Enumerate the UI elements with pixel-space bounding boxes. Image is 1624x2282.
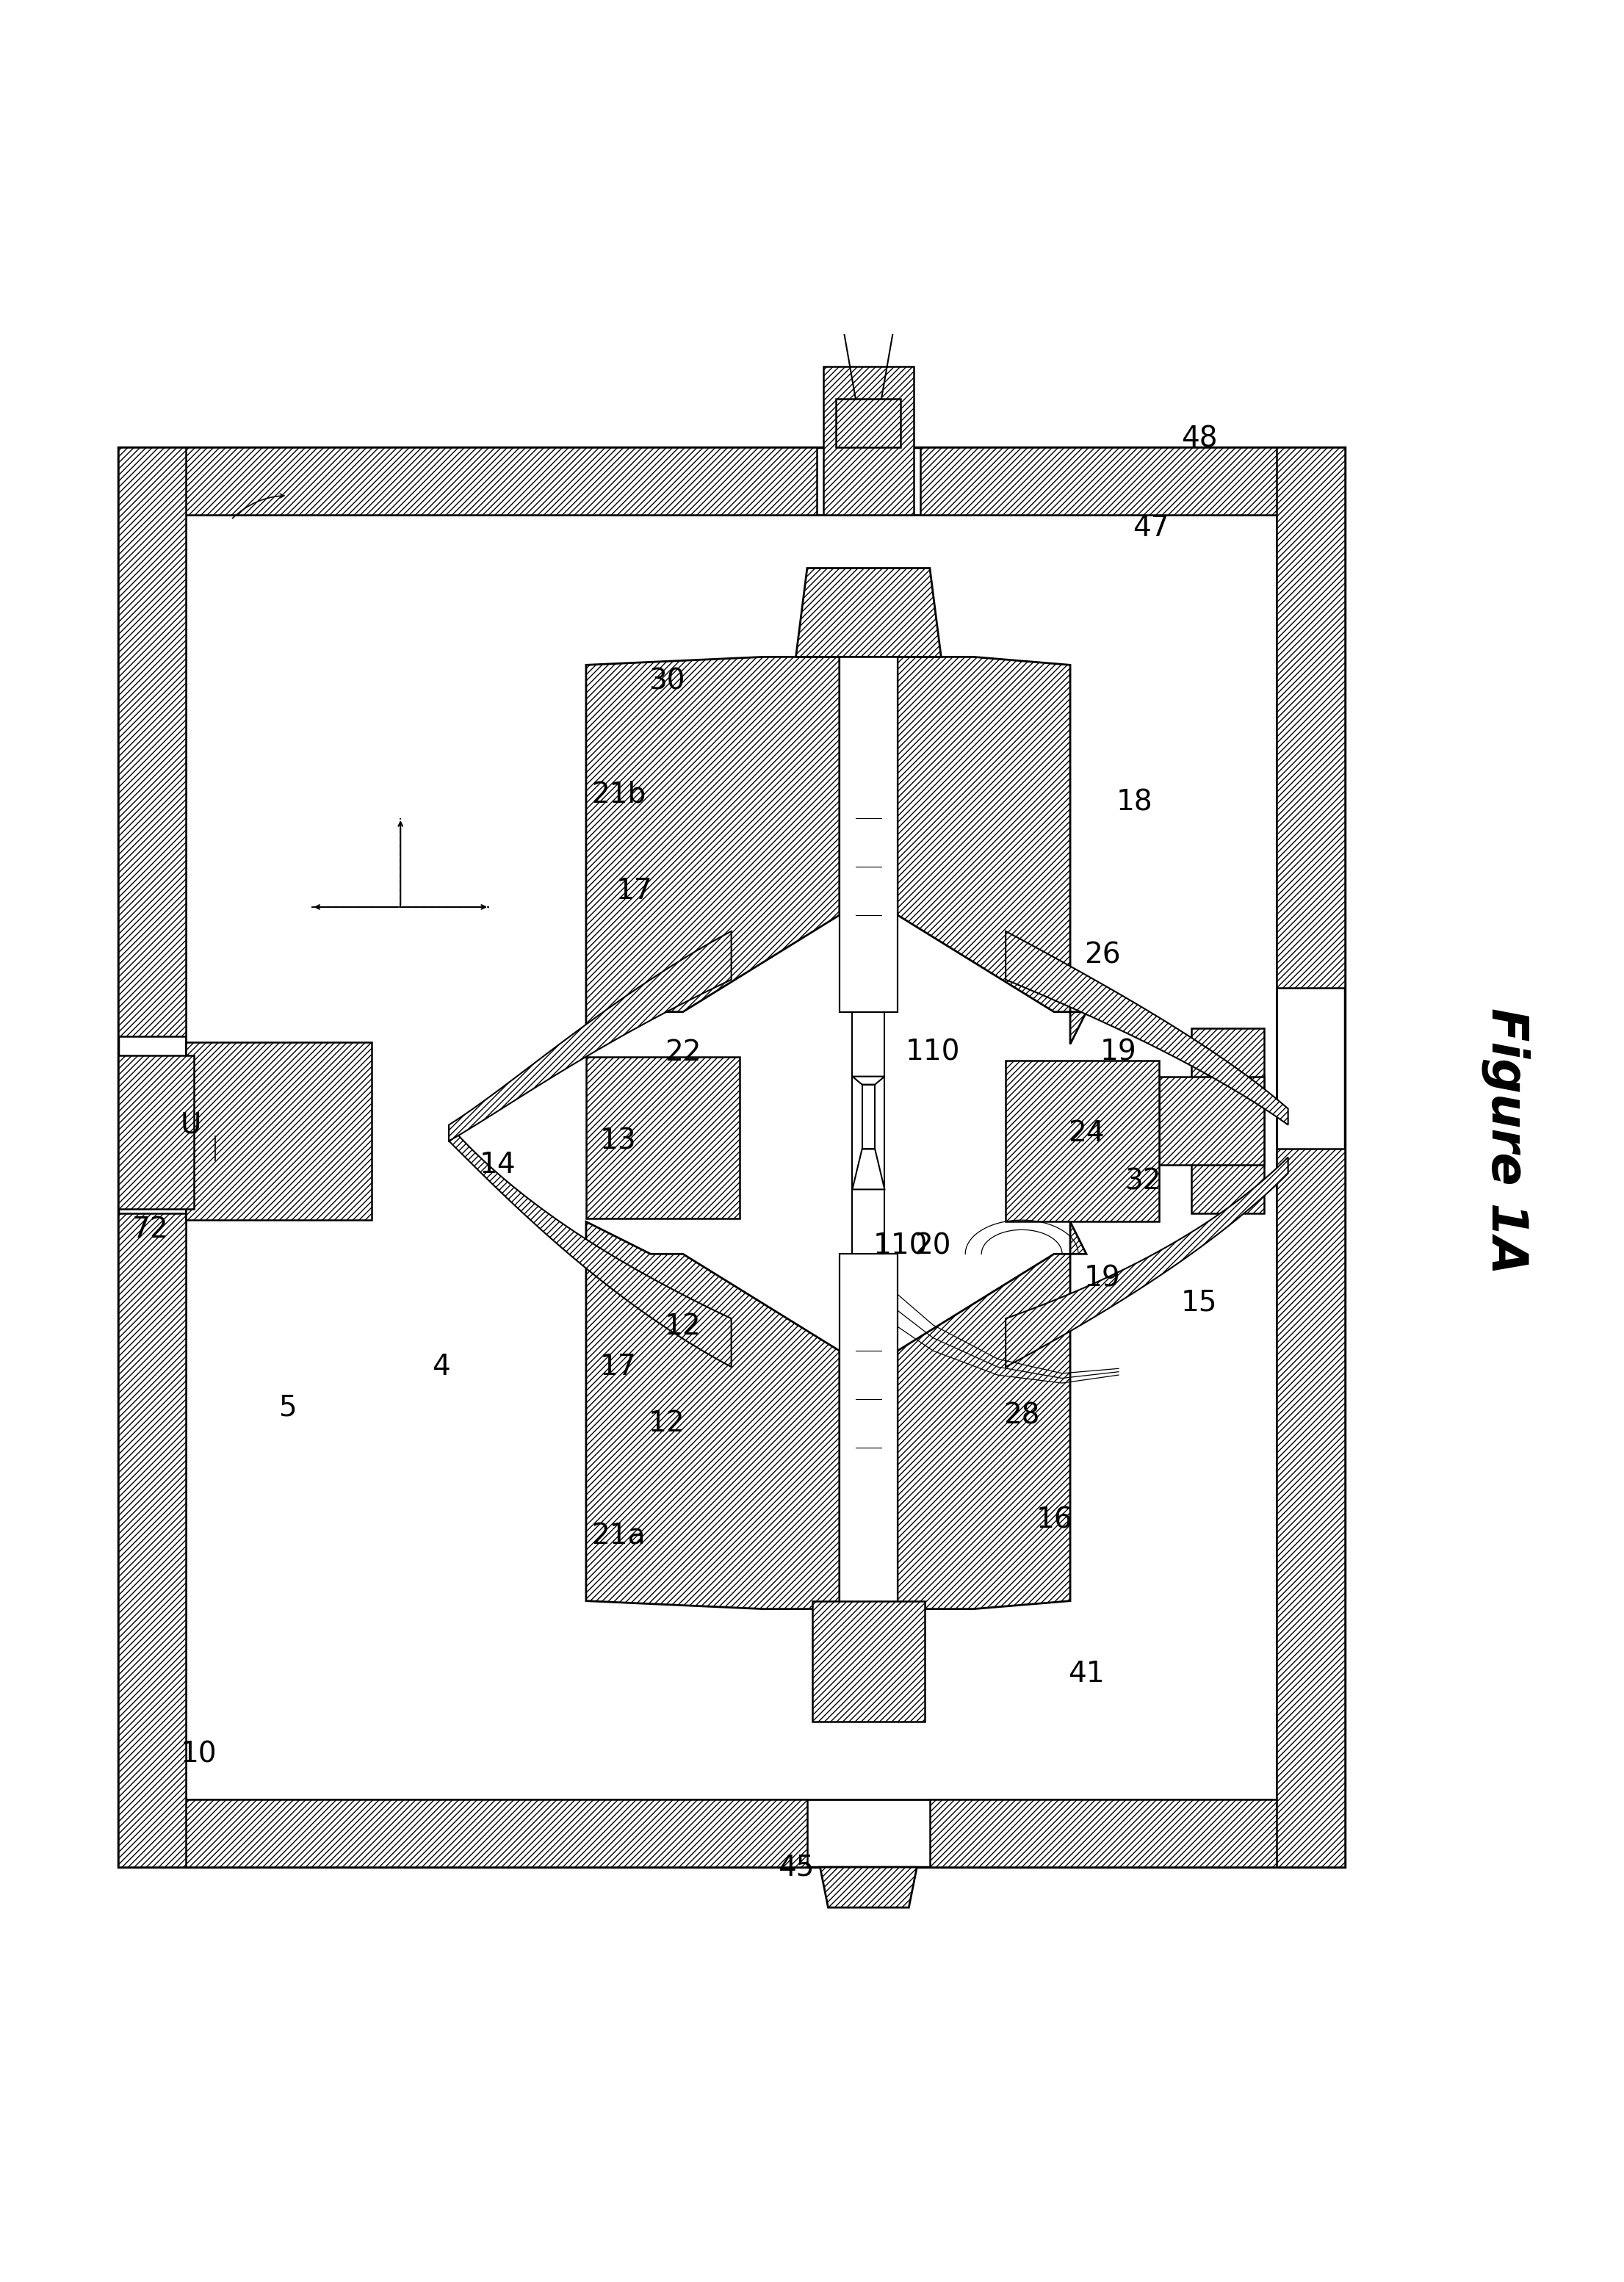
Text: 12: 12 — [648, 1410, 685, 1438]
Text: 41: 41 — [1069, 1659, 1104, 1686]
Polygon shape — [1276, 447, 1345, 988]
Text: 110: 110 — [874, 1232, 929, 1260]
Polygon shape — [812, 1602, 926, 1723]
Text: 19: 19 — [1101, 1038, 1137, 1066]
Polygon shape — [862, 1084, 875, 1150]
Polygon shape — [820, 1867, 918, 1908]
Text: 21b: 21b — [591, 780, 646, 808]
Text: 24: 24 — [1069, 1118, 1104, 1148]
Polygon shape — [898, 657, 1086, 1045]
Text: 17: 17 — [615, 876, 653, 906]
Polygon shape — [836, 399, 901, 447]
Polygon shape — [586, 1057, 739, 1219]
Polygon shape — [1192, 1027, 1263, 1214]
Text: 5: 5 — [278, 1394, 297, 1422]
Polygon shape — [921, 447, 1345, 516]
Text: U: U — [180, 1111, 201, 1139]
Text: 13: 13 — [601, 1127, 637, 1155]
Polygon shape — [840, 1255, 898, 1609]
Polygon shape — [1005, 1061, 1160, 1221]
Polygon shape — [119, 1214, 185, 1867]
Text: 47: 47 — [1132, 513, 1169, 541]
Polygon shape — [119, 447, 185, 1036]
Polygon shape — [1005, 1157, 1288, 1367]
Text: 45: 45 — [778, 1853, 814, 1880]
Text: 4: 4 — [432, 1353, 450, 1381]
Text: 32: 32 — [1125, 1168, 1161, 1196]
Polygon shape — [119, 447, 817, 516]
Text: 72: 72 — [132, 1216, 169, 1244]
Text: 26: 26 — [1085, 942, 1121, 970]
Text: 12: 12 — [664, 1312, 702, 1340]
Polygon shape — [586, 1221, 840, 1609]
Polygon shape — [1276, 1150, 1345, 1867]
Polygon shape — [898, 1221, 1086, 1609]
Polygon shape — [931, 1800, 1345, 1867]
Polygon shape — [853, 1150, 885, 1189]
Text: 14: 14 — [479, 1150, 515, 1180]
Text: 48: 48 — [1181, 424, 1218, 454]
Polygon shape — [796, 568, 940, 657]
Text: 18: 18 — [1117, 787, 1153, 817]
Text: 22: 22 — [664, 1038, 702, 1066]
Text: 110: 110 — [906, 1038, 960, 1066]
Polygon shape — [185, 1043, 372, 1221]
Text: 19: 19 — [1085, 1264, 1121, 1292]
Polygon shape — [840, 657, 898, 1011]
Polygon shape — [853, 1077, 885, 1084]
Polygon shape — [853, 1011, 885, 1255]
Polygon shape — [823, 367, 914, 516]
Polygon shape — [1005, 931, 1288, 1125]
Polygon shape — [119, 1800, 807, 1867]
Text: 20: 20 — [914, 1232, 952, 1260]
Text: Figure 1A: Figure 1A — [1481, 1009, 1530, 1273]
Bar — [185, 516, 1276, 1800]
Polygon shape — [448, 1125, 731, 1367]
Text: 28: 28 — [1004, 1401, 1039, 1429]
Text: 15: 15 — [1181, 1289, 1218, 1317]
Bar — [119, 447, 1345, 1867]
Text: 17: 17 — [601, 1353, 637, 1381]
Text: 16: 16 — [1036, 1506, 1072, 1534]
Polygon shape — [1160, 1077, 1263, 1166]
Text: 21a: 21a — [591, 1522, 645, 1549]
Text: 10: 10 — [180, 1741, 218, 1769]
Polygon shape — [119, 1057, 193, 1209]
Polygon shape — [586, 657, 840, 1045]
Text: 30: 30 — [648, 666, 685, 696]
Polygon shape — [448, 931, 731, 1141]
